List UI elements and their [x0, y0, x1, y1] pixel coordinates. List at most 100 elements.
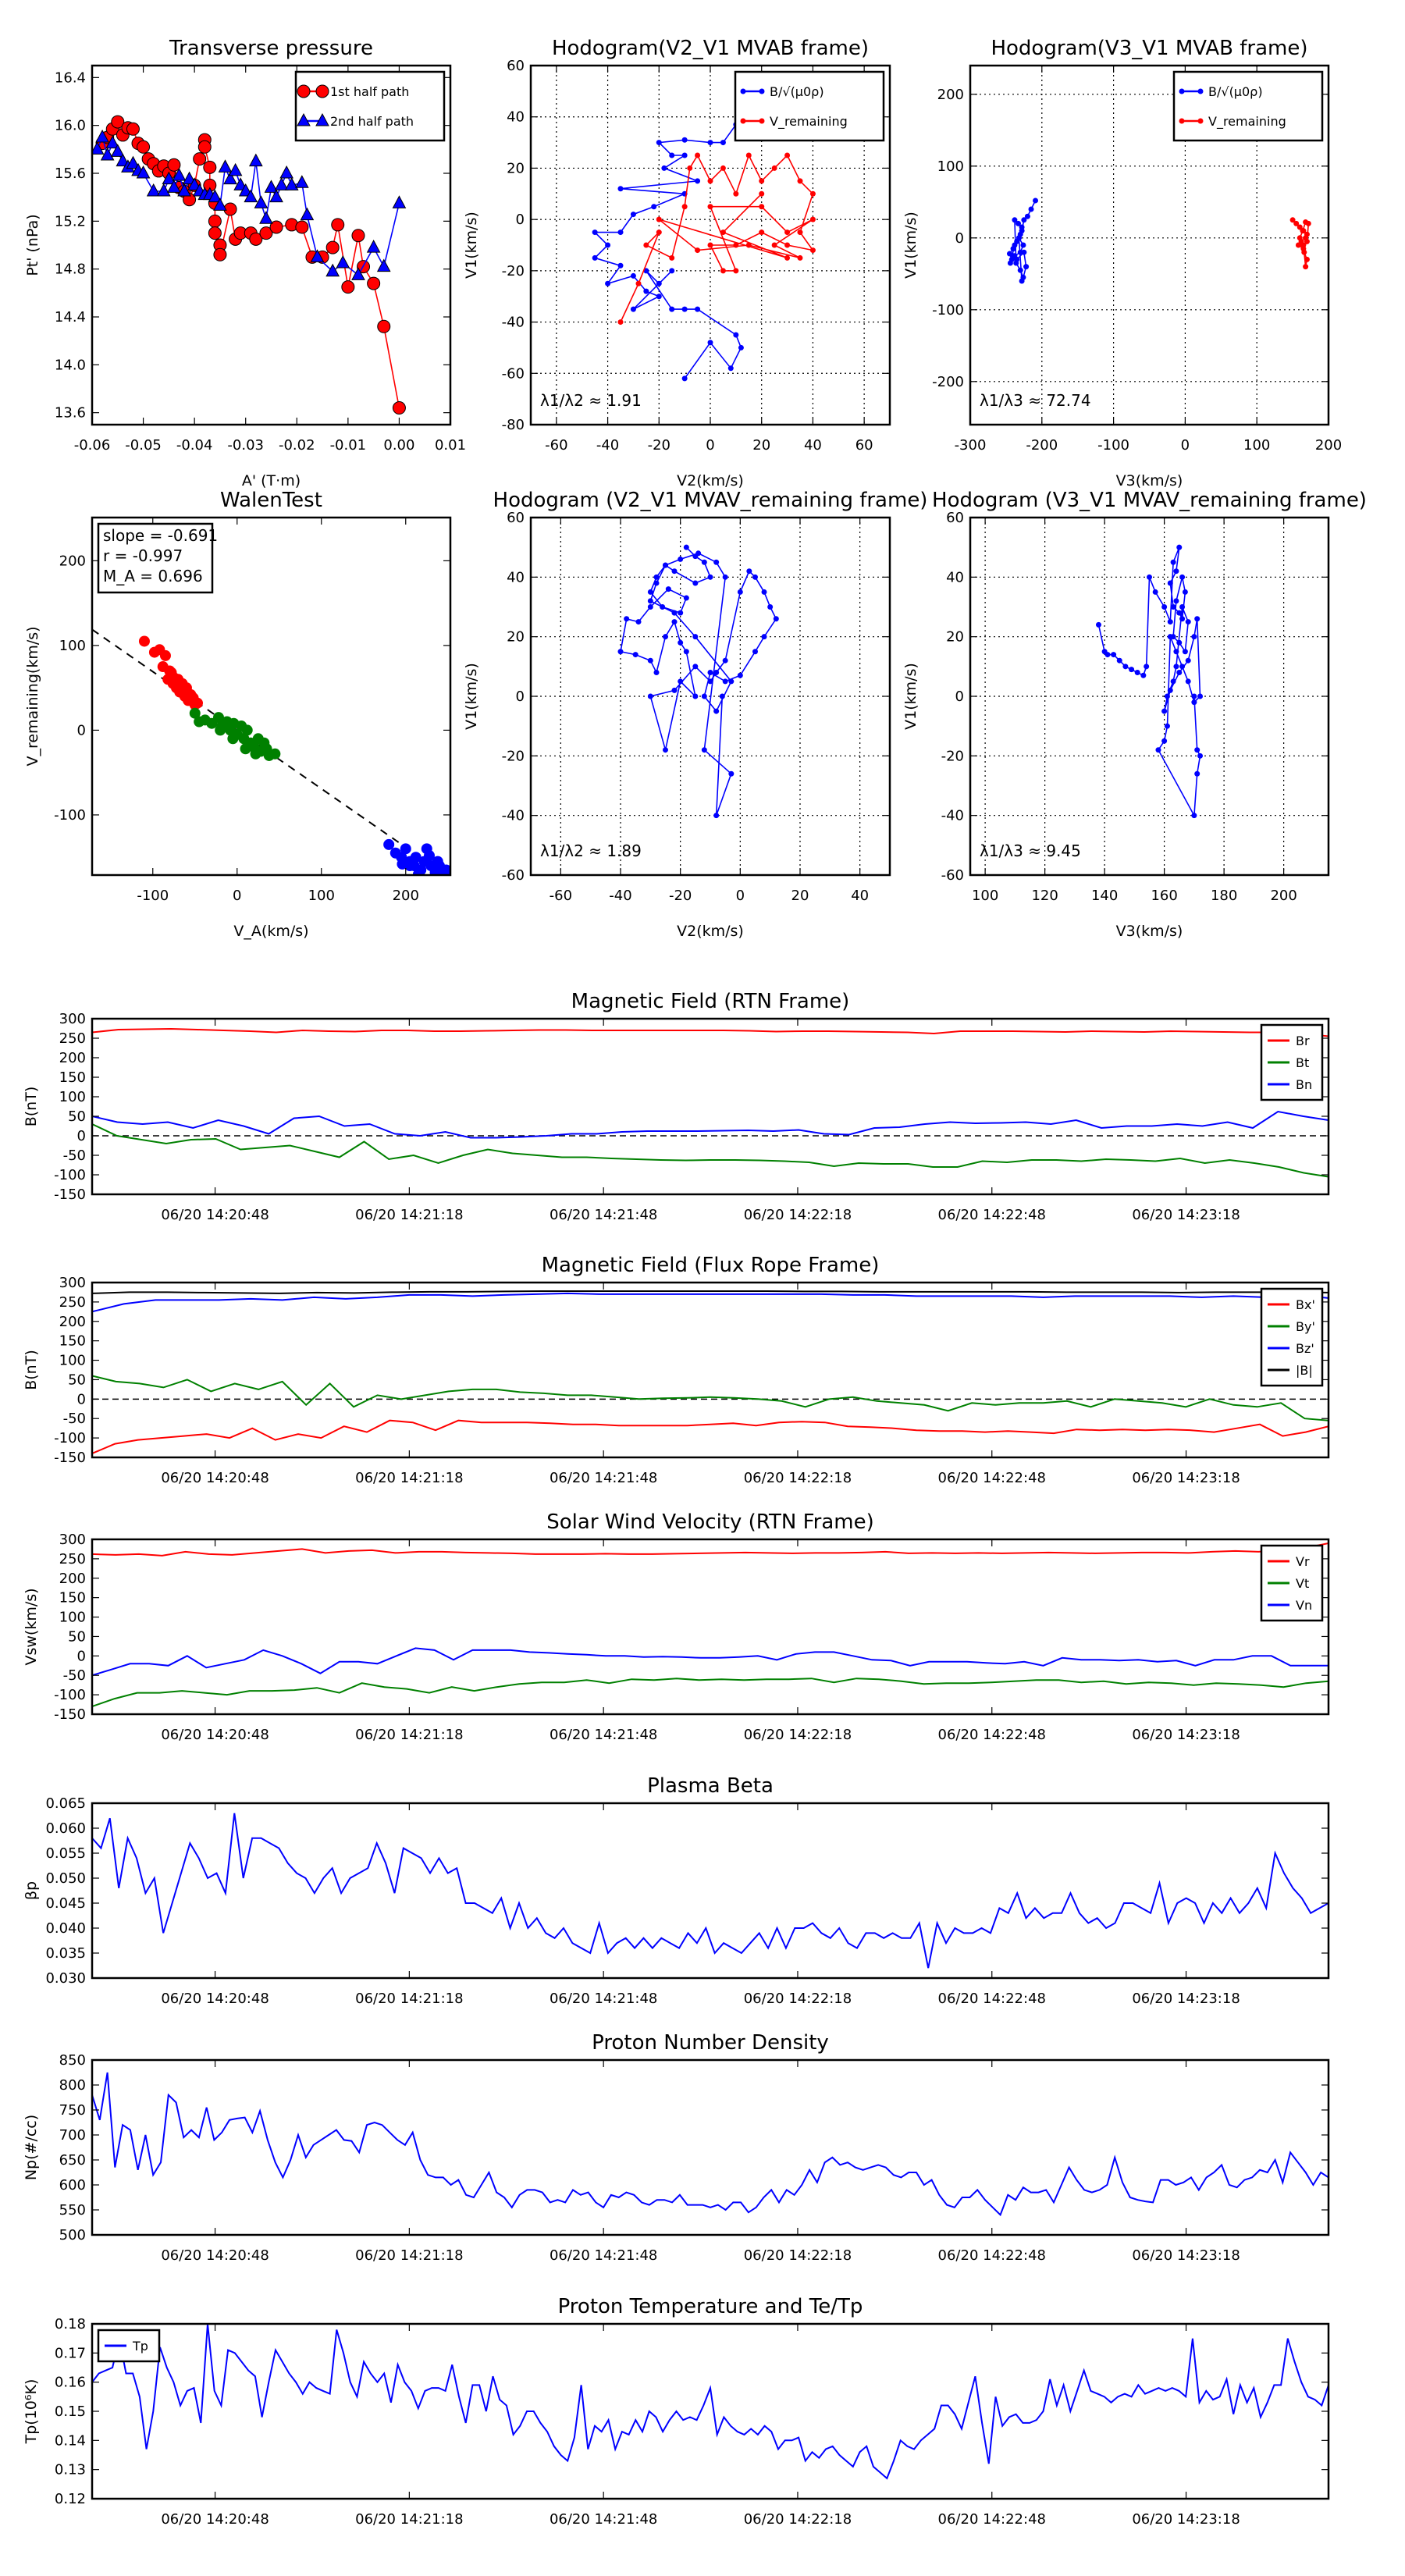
series-Np [92, 2072, 1329, 2217]
y-axis-label: Tp(10⁶K) [23, 2379, 40, 2445]
series-Br [92, 1027, 1329, 1037]
data-point [695, 152, 701, 158]
y-tick-label: 100 [59, 1610, 86, 1626]
y-tick-label: 300 [59, 1275, 86, 1291]
series-line [92, 1027, 1329, 1037]
data-point [1304, 238, 1310, 244]
data-point [678, 639, 684, 646]
data-point [1197, 88, 1204, 94]
data-point [1020, 242, 1026, 248]
data-point [671, 610, 678, 616]
data-point [1164, 723, 1170, 729]
data-point [1297, 235, 1303, 241]
series-V_remaining [1289, 217, 1311, 270]
data-point [759, 178, 765, 184]
data-point [325, 263, 340, 277]
data-point [1104, 652, 1111, 658]
plot-area [1095, 544, 1204, 819]
data-point [701, 693, 707, 699]
data-point [1173, 649, 1179, 655]
legend-box [294, 70, 446, 142]
data-point [1179, 118, 1185, 124]
data-point [240, 743, 251, 755]
data-point [1019, 278, 1025, 284]
series-0 [138, 635, 203, 710]
series-Vt [92, 1678, 1329, 1707]
data-point [632, 652, 638, 658]
series-B/√(μ0ρ) [592, 80, 747, 382]
y-tick-label: 100 [59, 1353, 86, 1369]
data-point [681, 137, 688, 143]
chart-title: Hodogram (V3_V1 MVAV_remaining frame) [932, 489, 1367, 512]
data-point [1140, 672, 1147, 678]
series-2nd half path [92, 129, 407, 280]
y-tick-label: 100 [937, 158, 964, 175]
x-tick-label: 06/20 14:20:48 [161, 2247, 269, 2264]
data-point [707, 340, 713, 346]
data-point [661, 165, 667, 171]
data-point [695, 247, 701, 254]
x-tick-label: -100 [1097, 437, 1129, 454]
data-point [1304, 256, 1310, 262]
x-tick-label: 06/20 14:23:18 [1132, 1991, 1240, 2007]
series-Bx' [92, 1419, 1329, 1454]
y-tick-label: 200 [59, 1314, 86, 1330]
plot-area [92, 628, 450, 875]
data-point [208, 214, 222, 228]
data-point [208, 189, 222, 203]
x-tick-label: 06/20 14:21:18 [355, 1470, 463, 1486]
x-tick-label: 06/20 14:21:18 [355, 2247, 463, 2264]
series-0 [617, 544, 779, 819]
data-point [692, 634, 699, 640]
data-point [1173, 568, 1179, 575]
data-point [1173, 598, 1179, 604]
data-point [767, 604, 774, 610]
x-axis-label: V3(km/s) [1116, 923, 1183, 940]
y-tick-label: 250 [59, 1294, 86, 1311]
legend-label: Tp [132, 2339, 148, 2354]
data-point [1155, 747, 1161, 753]
axes-frame [91, 1281, 1330, 1459]
chart-title: Proton Temperature and Te/Tp [558, 2295, 863, 2318]
data-point [761, 634, 767, 640]
y-tick-label: -100 [54, 1167, 86, 1183]
data-point [797, 178, 803, 184]
data-point [1019, 224, 1025, 230]
data-point [167, 180, 181, 193]
data-point [669, 152, 675, 158]
plot-area [92, 1813, 1329, 1969]
data-point [707, 204, 713, 210]
x-tick-label: 06/20 14:21:48 [550, 1727, 657, 1743]
data-point [126, 155, 140, 169]
axes-frame [91, 2058, 1330, 2236]
y-tick-label: 150 [59, 1069, 86, 1086]
y-tick-label: 150 [59, 1333, 86, 1350]
data-point [193, 152, 207, 166]
y-tick-label: 40 [946, 569, 964, 585]
data-point [701, 559, 707, 565]
x-tick-label: 06/20 14:23:18 [1132, 2511, 1240, 2528]
x-tick-label: -0.03 [227, 437, 264, 454]
y-tick-label: 50 [68, 1372, 86, 1388]
legend-label: By' [1296, 1319, 1315, 1334]
data-point [592, 254, 598, 261]
data-point [653, 580, 660, 586]
data-point [728, 770, 735, 777]
series-|B| [92, 1290, 1329, 1294]
data-point [432, 856, 443, 867]
y-tick-label: 50 [68, 1108, 86, 1125]
y-tick-label: 0 [516, 688, 525, 705]
data-point [1191, 634, 1197, 640]
data-point [1017, 267, 1023, 273]
chart-title: WalenTest [220, 489, 322, 512]
x-tick-label: 06/20 14:22:18 [744, 1727, 852, 1743]
y-tick-label: -50 [63, 1667, 86, 1684]
x-tick-label: 06/20 14:22:18 [744, 1207, 852, 1223]
x-tick-label: 06/20 14:22:18 [744, 1991, 852, 2007]
x-tick-label: 06/20 14:23:18 [1132, 2247, 1240, 2264]
y-tick-label: 0.065 [45, 1795, 86, 1812]
x-tick-label: 06/20 14:22:48 [938, 1470, 1046, 1486]
data-point [1194, 616, 1200, 622]
series-line [92, 1292, 1329, 1313]
y-tick-label: 20 [507, 629, 525, 646]
